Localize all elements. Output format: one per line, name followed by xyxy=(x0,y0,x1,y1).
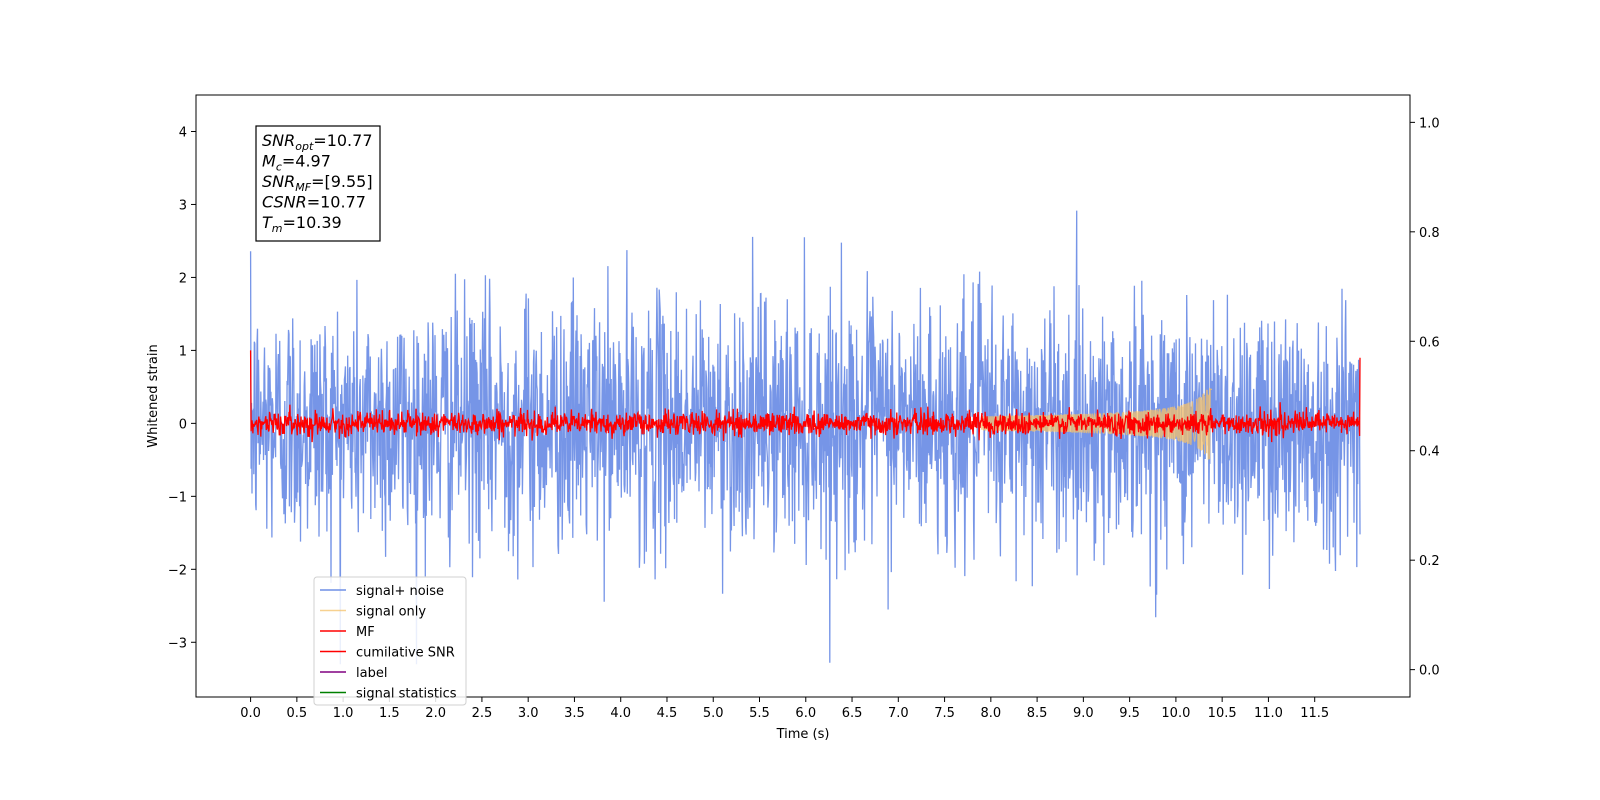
x-tick-label: 9.5 xyxy=(1119,706,1140,721)
x-tick-label: 6.0 xyxy=(795,706,816,721)
x-axis-label: Time (s) xyxy=(776,727,830,742)
legend-entry: cumilative SNR xyxy=(356,646,455,661)
y-left-tick-label: −3 xyxy=(168,636,187,651)
info-box: SNRopt=10.77Mc=4.97SNRMF=[9.55]CSNR=10.7… xyxy=(255,125,381,242)
x-tick-label: 1.5 xyxy=(379,706,400,721)
x-tick-label: 1.0 xyxy=(333,706,354,721)
plot-frame xyxy=(195,94,1411,698)
x-tick-label: 10.0 xyxy=(1161,706,1190,721)
x-tick-label: 8.0 xyxy=(980,706,1001,721)
series-signal-noise xyxy=(249,210,1361,665)
info-box-frame xyxy=(255,125,381,242)
x-tick-label: 10.5 xyxy=(1208,706,1237,721)
y-left-tick-label: 0 xyxy=(179,417,187,432)
info-csnr: CSNR=10.77 xyxy=(262,193,366,212)
x-tick-label: 4.5 xyxy=(657,706,678,721)
legend-entry: signal+ noise xyxy=(356,584,444,599)
x-tick-label: 3.0 xyxy=(518,706,539,721)
info-snr-opt: SNRopt=10.77 xyxy=(262,131,373,153)
y-left-tick-label: 1 xyxy=(179,344,187,359)
x-tick-label: 5.5 xyxy=(749,706,770,721)
y-left-tick-label: 4 xyxy=(179,125,187,140)
series-layer xyxy=(249,210,1361,665)
x-tick-label: 5.0 xyxy=(703,706,724,721)
y-left-tick-label: 2 xyxy=(179,271,187,286)
legend: signal+ noise signal only MF cumilative SNR… xyxy=(313,576,467,706)
x-tick-label: 9.0 xyxy=(1073,706,1094,721)
legend-frame xyxy=(313,576,467,706)
legend-entry: MF xyxy=(356,625,375,640)
x-tick-label: 2.0 xyxy=(425,706,446,721)
x-tick-label: 11.5 xyxy=(1300,706,1329,721)
x-tick-label: 2.5 xyxy=(472,706,493,721)
y-right-tick-label: 0.8 xyxy=(1419,226,1440,241)
y-right-tick-label: 0.2 xyxy=(1419,554,1440,569)
x-tick-label: 11.0 xyxy=(1254,706,1283,721)
y-right-tick-label: 0.4 xyxy=(1419,445,1440,460)
axes: 0.0 0.5 1.0 1.5 2.0 2.5 3.0 3.5 4.0 4.5 5.0 5.5 6.0 6… xyxy=(146,94,1440,742)
x-tick-label: 8.5 xyxy=(1027,706,1048,721)
legend-entry: signal statistics xyxy=(356,687,457,702)
x-tick-label: 7.5 xyxy=(934,706,955,721)
legend-entry: label xyxy=(356,666,387,681)
x-tick-label: 0.0 xyxy=(240,706,261,721)
x-tick-label: 6.5 xyxy=(842,706,863,721)
x-tick-label: 7.0 xyxy=(888,706,909,721)
series-mf xyxy=(249,350,1361,443)
y-left-tick-label: −2 xyxy=(168,563,187,578)
info-tm: Tm=10.39 xyxy=(262,213,342,235)
plot-area xyxy=(249,210,1361,665)
y-axis-label: Whitened strain xyxy=(146,344,161,447)
y-left-tick-label: 3 xyxy=(179,198,187,213)
legend-entry: signal only xyxy=(356,605,426,620)
x-tick-label: 0.5 xyxy=(287,706,308,721)
y-right-tick-label: 0.6 xyxy=(1419,335,1440,350)
y-right-tick-label: 0.0 xyxy=(1419,664,1440,679)
x-tick-label: 4.0 xyxy=(610,706,631,721)
y-left-tick-label: −1 xyxy=(168,490,187,505)
info-snr-mf: SNRMF=[9.55] xyxy=(262,172,373,194)
y-right-tick-label: 1.0 xyxy=(1419,116,1440,131)
info-mc: Mc=4.97 xyxy=(262,152,331,174)
x-tick-label: 3.5 xyxy=(564,706,585,721)
